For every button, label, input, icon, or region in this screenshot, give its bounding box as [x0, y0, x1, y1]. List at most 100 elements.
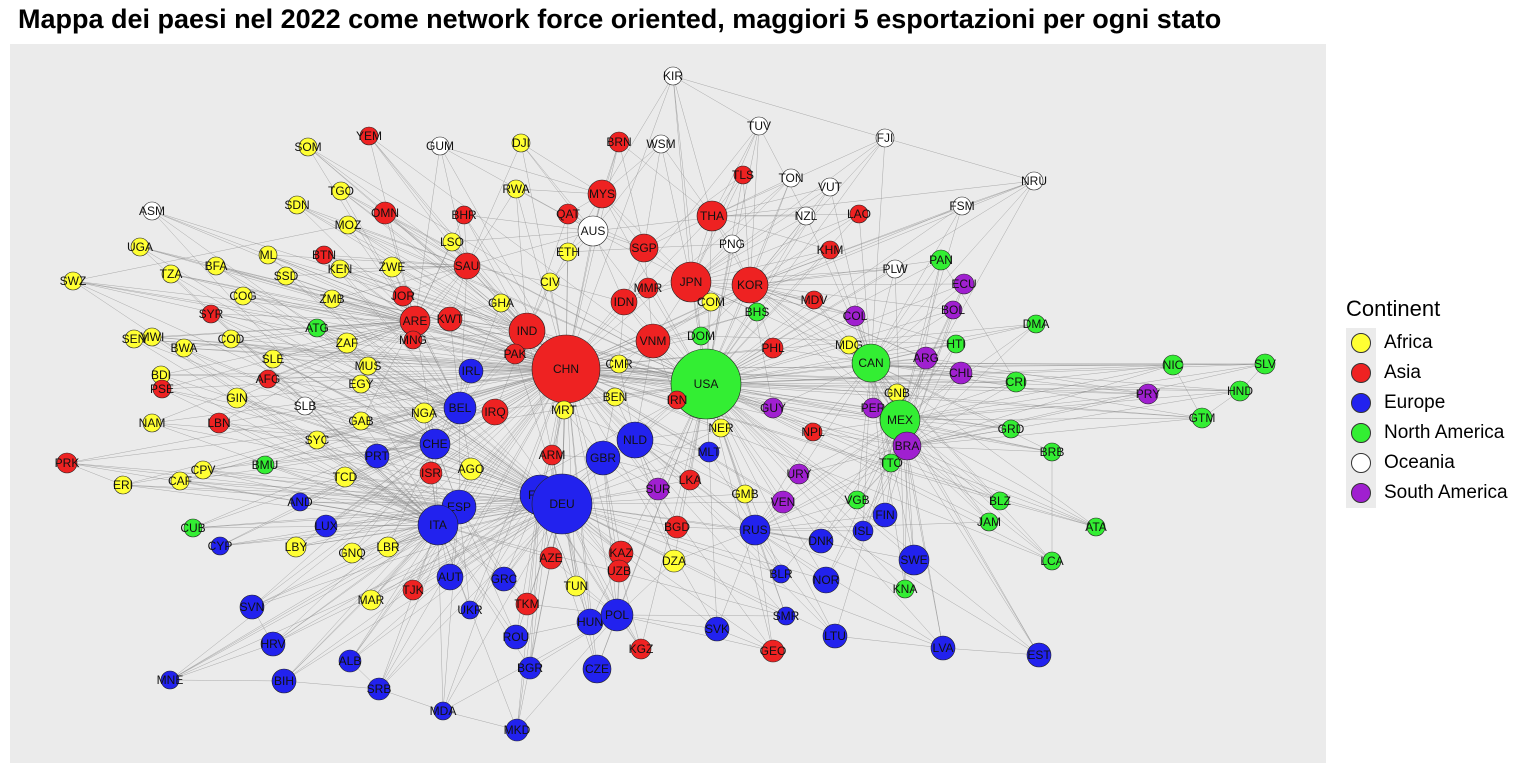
edge-BFA-BEL	[215, 265, 461, 409]
node-label: CIV	[540, 275, 560, 289]
node-hnd: HND	[1227, 380, 1253, 402]
edge-ZMB-SAU	[331, 265, 468, 300]
node-label: FJI	[877, 131, 894, 145]
node-label: GRC	[491, 572, 518, 586]
node-circle	[844, 305, 866, 327]
node-circle	[255, 455, 275, 475]
node-circle	[113, 475, 133, 495]
edge-BDI-ARE	[160, 320, 416, 376]
node-label: URY	[786, 467, 811, 481]
edge-PRY-MEX	[899, 393, 1149, 421]
edge-PSE-DEU	[161, 388, 563, 505]
edge-MDA-CHN	[442, 368, 567, 712]
node-circle	[762, 397, 784, 419]
edge-EST-USA	[705, 383, 1040, 656]
edge-MKD-ITA	[437, 524, 518, 731]
node-label: ETH	[556, 245, 580, 259]
node-label: LUX	[314, 519, 337, 533]
node-circle	[847, 490, 867, 510]
edge-COD-BEL	[230, 338, 461, 409]
edge-GMB-CHN	[565, 368, 746, 495]
edge-EST-MEX	[899, 419, 1040, 656]
edge-MOZ-USA	[347, 224, 707, 385]
node-label: NZL	[795, 209, 818, 223]
node-cyp: CYP	[208, 536, 232, 556]
edge-BRB-CAN	[870, 362, 1053, 453]
node-label: CRI	[1006, 375, 1027, 389]
edge-DMA-CHN	[565, 323, 1037, 370]
node-circle	[609, 354, 629, 374]
node-circle	[314, 245, 334, 265]
node-circle	[437, 306, 463, 332]
edge-GAB-ITA	[360, 420, 439, 526]
node-label: PSE	[150, 382, 174, 396]
edge-DZA-NLD	[634, 439, 675, 562]
node-circle	[851, 343, 891, 383]
node-blr: BLR	[769, 564, 793, 584]
node-circle	[226, 387, 248, 409]
node-circle	[201, 304, 221, 324]
edge-HRV-CHN	[272, 368, 567, 645]
node-label: SLV	[1254, 357, 1276, 371]
node-vgb: VGB	[844, 490, 870, 510]
edge-BDI-USA	[160, 374, 707, 385]
edge-WSM-SGP	[643, 143, 662, 249]
node-label: NRU	[1021, 174, 1047, 188]
node-guy: GUY	[760, 397, 786, 419]
edge-TUV-CHN	[565, 125, 760, 370]
node-ben: BEN	[603, 387, 627, 407]
node-label: KNA	[893, 582, 918, 596]
edge-SVK-POL	[616, 614, 718, 630]
edge-NRU-KOR	[749, 180, 1035, 286]
edge-AUT-CHN	[449, 368, 567, 578]
node-dom: DOM	[687, 326, 715, 346]
edge-SYC-ITA	[316, 439, 439, 526]
node-label: SWZ	[60, 274, 87, 288]
legend-label: South America	[1384, 482, 1508, 503]
edge-TCD-CHE	[344, 443, 436, 478]
node-circle	[739, 514, 771, 546]
node-label: ATG	[305, 321, 329, 335]
node-circle	[307, 318, 327, 338]
edge-ROU-ESP	[458, 506, 517, 638]
edge-ATA-BLZ	[999, 500, 1097, 528]
node-label: NIC	[1163, 358, 1184, 372]
edge-FSM-USA	[705, 205, 963, 385]
node-label: DJI	[512, 136, 530, 150]
node-ton: TON	[778, 168, 804, 188]
node-label: CUB	[180, 521, 205, 535]
node-nga: NGA	[411, 402, 437, 424]
node-circle	[152, 379, 172, 399]
node-label: ARM	[539, 448, 566, 462]
node-moz: MOZ	[335, 215, 361, 235]
node-label: NER	[708, 421, 734, 435]
node-circle	[808, 528, 834, 554]
node-label: KAZ	[609, 546, 632, 560]
edge-MAR-FRA	[370, 494, 541, 601]
node-circle	[663, 66, 683, 86]
node-label: PRY	[1136, 387, 1160, 401]
node-circle	[298, 137, 318, 157]
legend-key	[1346, 418, 1376, 448]
edge-NIC-MEX	[899, 364, 1174, 421]
node-circle	[930, 635, 956, 661]
edge-GNQ-CHN	[351, 368, 567, 554]
node-label: AFG	[256, 372, 281, 386]
edge-CPV-CHN	[202, 368, 567, 471]
node-circle	[949, 361, 973, 385]
node-label: IRL	[462, 364, 481, 378]
node-label: POL	[605, 608, 629, 622]
node-circle	[124, 329, 144, 349]
node-circle	[56, 452, 78, 474]
edge-GEO-DEU	[561, 503, 774, 652]
edge-BFA-DEU	[215, 265, 563, 505]
node-mmr: MMR	[634, 277, 663, 299]
node-circle	[506, 179, 526, 199]
node-bfa: BFA	[205, 256, 227, 276]
node-label: KHM	[817, 243, 844, 257]
node-circle	[233, 286, 253, 306]
node-circle	[696, 200, 728, 232]
edge-KHM-CAN	[829, 249, 872, 364]
edge-HRV-MNE	[169, 643, 274, 681]
node-brb: BRB	[1040, 442, 1064, 462]
